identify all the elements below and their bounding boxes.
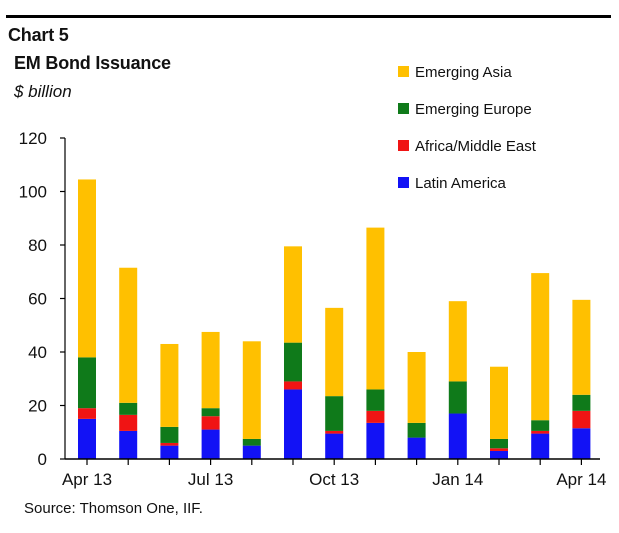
y-tick-label: 60 bbox=[28, 290, 47, 309]
bar-segment-emerging-europe bbox=[366, 389, 385, 411]
bar-segment-emerging-asia bbox=[160, 343, 179, 427]
bar-segment-emerging-europe bbox=[119, 402, 138, 415]
bar-stack bbox=[448, 301, 467, 459]
bar-segment-africa-middle-east bbox=[78, 408, 96, 419]
y-axis: 0 20 40 60 80 100 120 bbox=[19, 129, 66, 469]
bar-segment-latin-america bbox=[201, 429, 220, 459]
legend-label: Latin America bbox=[415, 175, 507, 192]
y-tick-label: 20 bbox=[28, 397, 47, 416]
bar-segment-latin-america bbox=[78, 418, 96, 459]
bar-stack bbox=[407, 352, 426, 459]
bar-segment-emerging-asia bbox=[531, 273, 550, 421]
legend-item-emerging-asia: Emerging Asia bbox=[398, 64, 512, 81]
bar-segment-emerging-europe bbox=[160, 426, 179, 443]
chart-title: EM Bond Issuance bbox=[14, 53, 171, 73]
bar-stack bbox=[160, 343, 179, 459]
y-tick-label: 0 bbox=[38, 450, 47, 469]
x-tick-label: Jan 14 bbox=[432, 470, 483, 489]
legend-label: Emerging Asia bbox=[415, 64, 512, 81]
bar-stack bbox=[572, 299, 591, 459]
bar-segment-emerging-asia bbox=[119, 267, 138, 403]
bar-segment-latin-america bbox=[325, 433, 344, 459]
bar-segment-emerging-europe bbox=[531, 420, 550, 431]
legend: Emerging Asia Emerging Europe Africa/Middl… bbox=[398, 64, 537, 192]
bar-segment-emerging-asia bbox=[407, 352, 426, 423]
bar-segment-africa-middle-east bbox=[325, 430, 344, 434]
bar-segment-latin-america bbox=[531, 433, 550, 459]
bar-segment-emerging-europe bbox=[242, 438, 261, 446]
y-tick-label: 40 bbox=[28, 343, 47, 362]
chart-number-label: Chart 5 bbox=[8, 25, 69, 45]
legend-swatch bbox=[398, 140, 409, 151]
y-tick-label: 120 bbox=[19, 129, 47, 148]
bar-segment-emerging-europe bbox=[201, 408, 220, 417]
bar-segment-africa-middle-east bbox=[201, 416, 220, 430]
legend-swatch bbox=[398, 177, 409, 188]
x-tick-label: Apr 13 bbox=[62, 470, 112, 489]
bar-segment-latin-america bbox=[407, 437, 426, 459]
x-tick-label: Jul 13 bbox=[188, 470, 233, 489]
bar-segment-latin-america bbox=[572, 428, 591, 459]
bar-stack bbox=[78, 179, 96, 459]
bar-segment-latin-america bbox=[366, 422, 385, 459]
chart-unit-label: $ billion bbox=[14, 82, 72, 101]
bar-segment-emerging-europe bbox=[78, 357, 96, 409]
legend-swatch bbox=[398, 103, 409, 114]
bars bbox=[78, 179, 591, 459]
bar-segment-africa-middle-east bbox=[490, 448, 508, 451]
bar-stack bbox=[119, 267, 138, 459]
bar-stack bbox=[490, 366, 508, 459]
bar-segment-latin-america bbox=[490, 450, 508, 459]
bar-segment-africa-middle-east bbox=[119, 414, 138, 431]
bar-stack bbox=[201, 331, 220, 459]
legend-label: Emerging Europe bbox=[415, 101, 532, 118]
bar-segment-emerging-asia bbox=[490, 366, 508, 439]
bar-segment-africa-middle-east bbox=[572, 410, 591, 429]
bar-stack bbox=[366, 227, 385, 459]
bar-stack bbox=[242, 341, 261, 459]
bar-segment-africa-middle-east bbox=[160, 442, 179, 446]
bar-segment-emerging-asia bbox=[366, 227, 385, 390]
bar-segment-emerging-europe bbox=[572, 394, 591, 411]
bar-stack bbox=[531, 273, 550, 459]
bar-segment-emerging-asia bbox=[201, 331, 220, 409]
bar-segment-emerging-europe bbox=[325, 396, 344, 431]
legend-item-emerging-europe: Emerging Europe bbox=[398, 101, 532, 118]
source-note: Source: Thomson One, IIF. bbox=[24, 500, 203, 517]
bar-segment-latin-america bbox=[284, 389, 302, 459]
bar-segment-emerging-europe bbox=[407, 422, 426, 438]
bar-segment-emerging-asia bbox=[325, 307, 344, 397]
bar-segment-africa-middle-east bbox=[284, 381, 302, 390]
bar-segment-emerging-europe bbox=[490, 438, 508, 449]
x-axis: Apr 13 Jul 13 Oct 13 Jan 14 Apr 14 bbox=[62, 458, 606, 489]
bar-segment-emerging-europe bbox=[448, 381, 467, 414]
top-rule bbox=[6, 15, 611, 18]
bar-segment-emerging-asia bbox=[242, 341, 261, 439]
y-tick-label: 100 bbox=[19, 183, 47, 202]
bar-segment-latin-america bbox=[119, 430, 138, 459]
bar-segment-emerging-asia bbox=[78, 179, 96, 358]
legend-item-africa-middle-east: Africa/Middle East bbox=[398, 138, 537, 155]
bar-segment-africa-middle-east bbox=[531, 430, 550, 434]
bar-segment-emerging-asia bbox=[284, 246, 302, 343]
bar-stack bbox=[325, 307, 344, 459]
x-tick-label: Apr 14 bbox=[556, 470, 606, 489]
y-tick-label: 80 bbox=[28, 236, 47, 255]
bar-segment-latin-america bbox=[242, 445, 261, 459]
bar-segment-africa-middle-east bbox=[366, 410, 385, 423]
bar-segment-emerging-europe bbox=[284, 342, 302, 382]
bar-segment-emerging-asia bbox=[572, 299, 591, 395]
x-tick-label: Oct 13 bbox=[309, 470, 359, 489]
legend-swatch bbox=[398, 66, 409, 77]
legend-item-latin-america: Latin America bbox=[398, 175, 507, 192]
legend-label: Africa/Middle East bbox=[415, 138, 537, 155]
bar-segment-latin-america bbox=[160, 445, 179, 459]
bar-stack bbox=[284, 246, 302, 459]
bar-segment-latin-america bbox=[448, 413, 467, 459]
bar-segment-emerging-asia bbox=[448, 301, 467, 382]
